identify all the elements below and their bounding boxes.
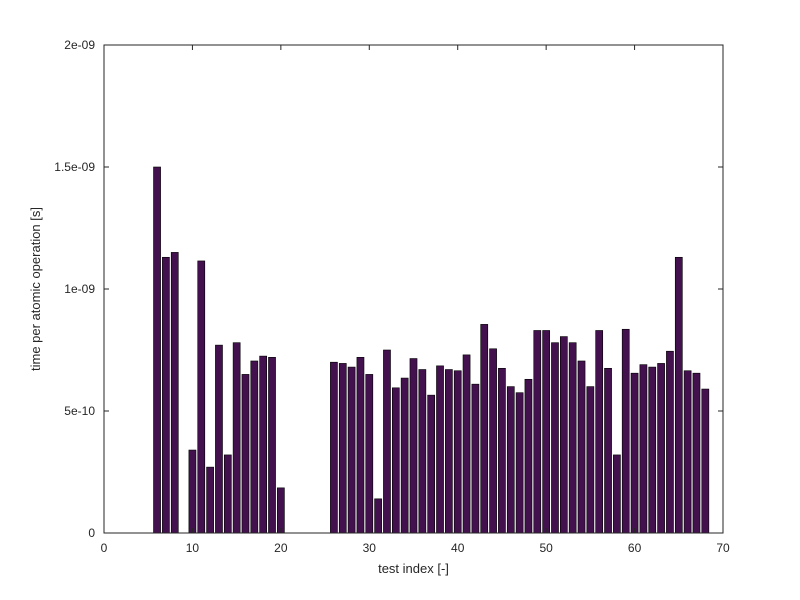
bar-48 bbox=[524, 378, 533, 534]
bar-31 bbox=[374, 498, 382, 534]
y-tick-label: 0 bbox=[88, 526, 95, 540]
x-tick-label: 20 bbox=[274, 541, 288, 555]
bar-14 bbox=[223, 454, 232, 534]
y-tick-label: 1.5e-09 bbox=[54, 160, 95, 174]
bar-53 bbox=[568, 342, 577, 534]
bar-12 bbox=[206, 466, 214, 534]
bar-46 bbox=[506, 386, 515, 534]
bar-62 bbox=[648, 366, 657, 534]
bar-42 bbox=[471, 383, 480, 534]
bar-67 bbox=[692, 372, 701, 534]
bar-18 bbox=[259, 355, 268, 534]
bar-15 bbox=[232, 342, 241, 534]
bar-56 bbox=[595, 330, 604, 534]
x-tick-label: 50 bbox=[539, 541, 553, 555]
bar-27 bbox=[338, 363, 347, 534]
bar-51 bbox=[551, 342, 559, 534]
bar-64 bbox=[666, 350, 674, 534]
x-tick-label: 40 bbox=[451, 541, 465, 555]
bar-34 bbox=[400, 377, 409, 534]
x-tick-label: 70 bbox=[716, 541, 730, 555]
y-tick-label: 2e-09 bbox=[64, 38, 95, 52]
bar-36 bbox=[418, 369, 427, 534]
bar-16 bbox=[241, 374, 250, 534]
bar-32 bbox=[383, 349, 391, 534]
bars-group bbox=[153, 166, 710, 534]
bar-44 bbox=[489, 348, 497, 534]
y-tick-label: 1e-09 bbox=[64, 282, 95, 296]
x-axis: 0 10 20 30 40 50 60 70 bbox=[101, 45, 730, 555]
bar-55 bbox=[586, 386, 595, 534]
x-axis-label: test index [-] bbox=[378, 561, 449, 576]
bar-38 bbox=[436, 365, 444, 534]
bar-45 bbox=[498, 367, 506, 534]
bar-35 bbox=[409, 358, 418, 534]
bar-40 bbox=[453, 370, 462, 534]
bar-26 bbox=[330, 361, 338, 534]
bar-43 bbox=[480, 324, 489, 534]
bar-57 bbox=[604, 367, 612, 534]
bar-58 bbox=[613, 454, 621, 534]
bar-8 bbox=[170, 252, 179, 534]
bar-39 bbox=[445, 369, 453, 534]
y-tick-label: 5e-10 bbox=[64, 404, 95, 418]
bar-13 bbox=[215, 344, 223, 534]
bar-65 bbox=[674, 256, 683, 534]
bar-41 bbox=[462, 354, 471, 534]
bar-10 bbox=[188, 449, 197, 534]
bar-6 bbox=[153, 166, 161, 534]
bar-17 bbox=[250, 360, 259, 534]
x-tick-label: 60 bbox=[628, 541, 642, 555]
x-tick-label: 10 bbox=[186, 541, 200, 555]
bar-7 bbox=[162, 256, 170, 534]
bar-52 bbox=[559, 336, 568, 534]
bar-29 bbox=[356, 357, 365, 534]
bar-68 bbox=[701, 388, 710, 534]
bar-49 bbox=[533, 330, 542, 534]
bar-59 bbox=[621, 328, 630, 534]
bar-28 bbox=[347, 366, 356, 534]
bar-33 bbox=[391, 387, 400, 534]
bar-50 bbox=[542, 330, 550, 534]
bar-47 bbox=[515, 392, 524, 534]
bar-19 bbox=[268, 357, 276, 534]
x-tick-label: 30 bbox=[363, 541, 377, 555]
bar-61 bbox=[639, 364, 648, 534]
bar-20 bbox=[277, 487, 285, 534]
bar-60 bbox=[630, 372, 639, 534]
bar-30 bbox=[365, 374, 374, 534]
y-axis-label: time per atomic operation [s] bbox=[28, 207, 43, 371]
bar-11 bbox=[197, 260, 206, 534]
x-tick-label: 0 bbox=[101, 541, 108, 555]
y-axis: 0 5e-10 1e-09 1.5e-09 2e-09 bbox=[54, 38, 723, 540]
bar-66 bbox=[683, 370, 692, 534]
bar-54 bbox=[577, 360, 586, 534]
bar-63 bbox=[657, 363, 665, 534]
bar-37 bbox=[427, 394, 436, 534]
